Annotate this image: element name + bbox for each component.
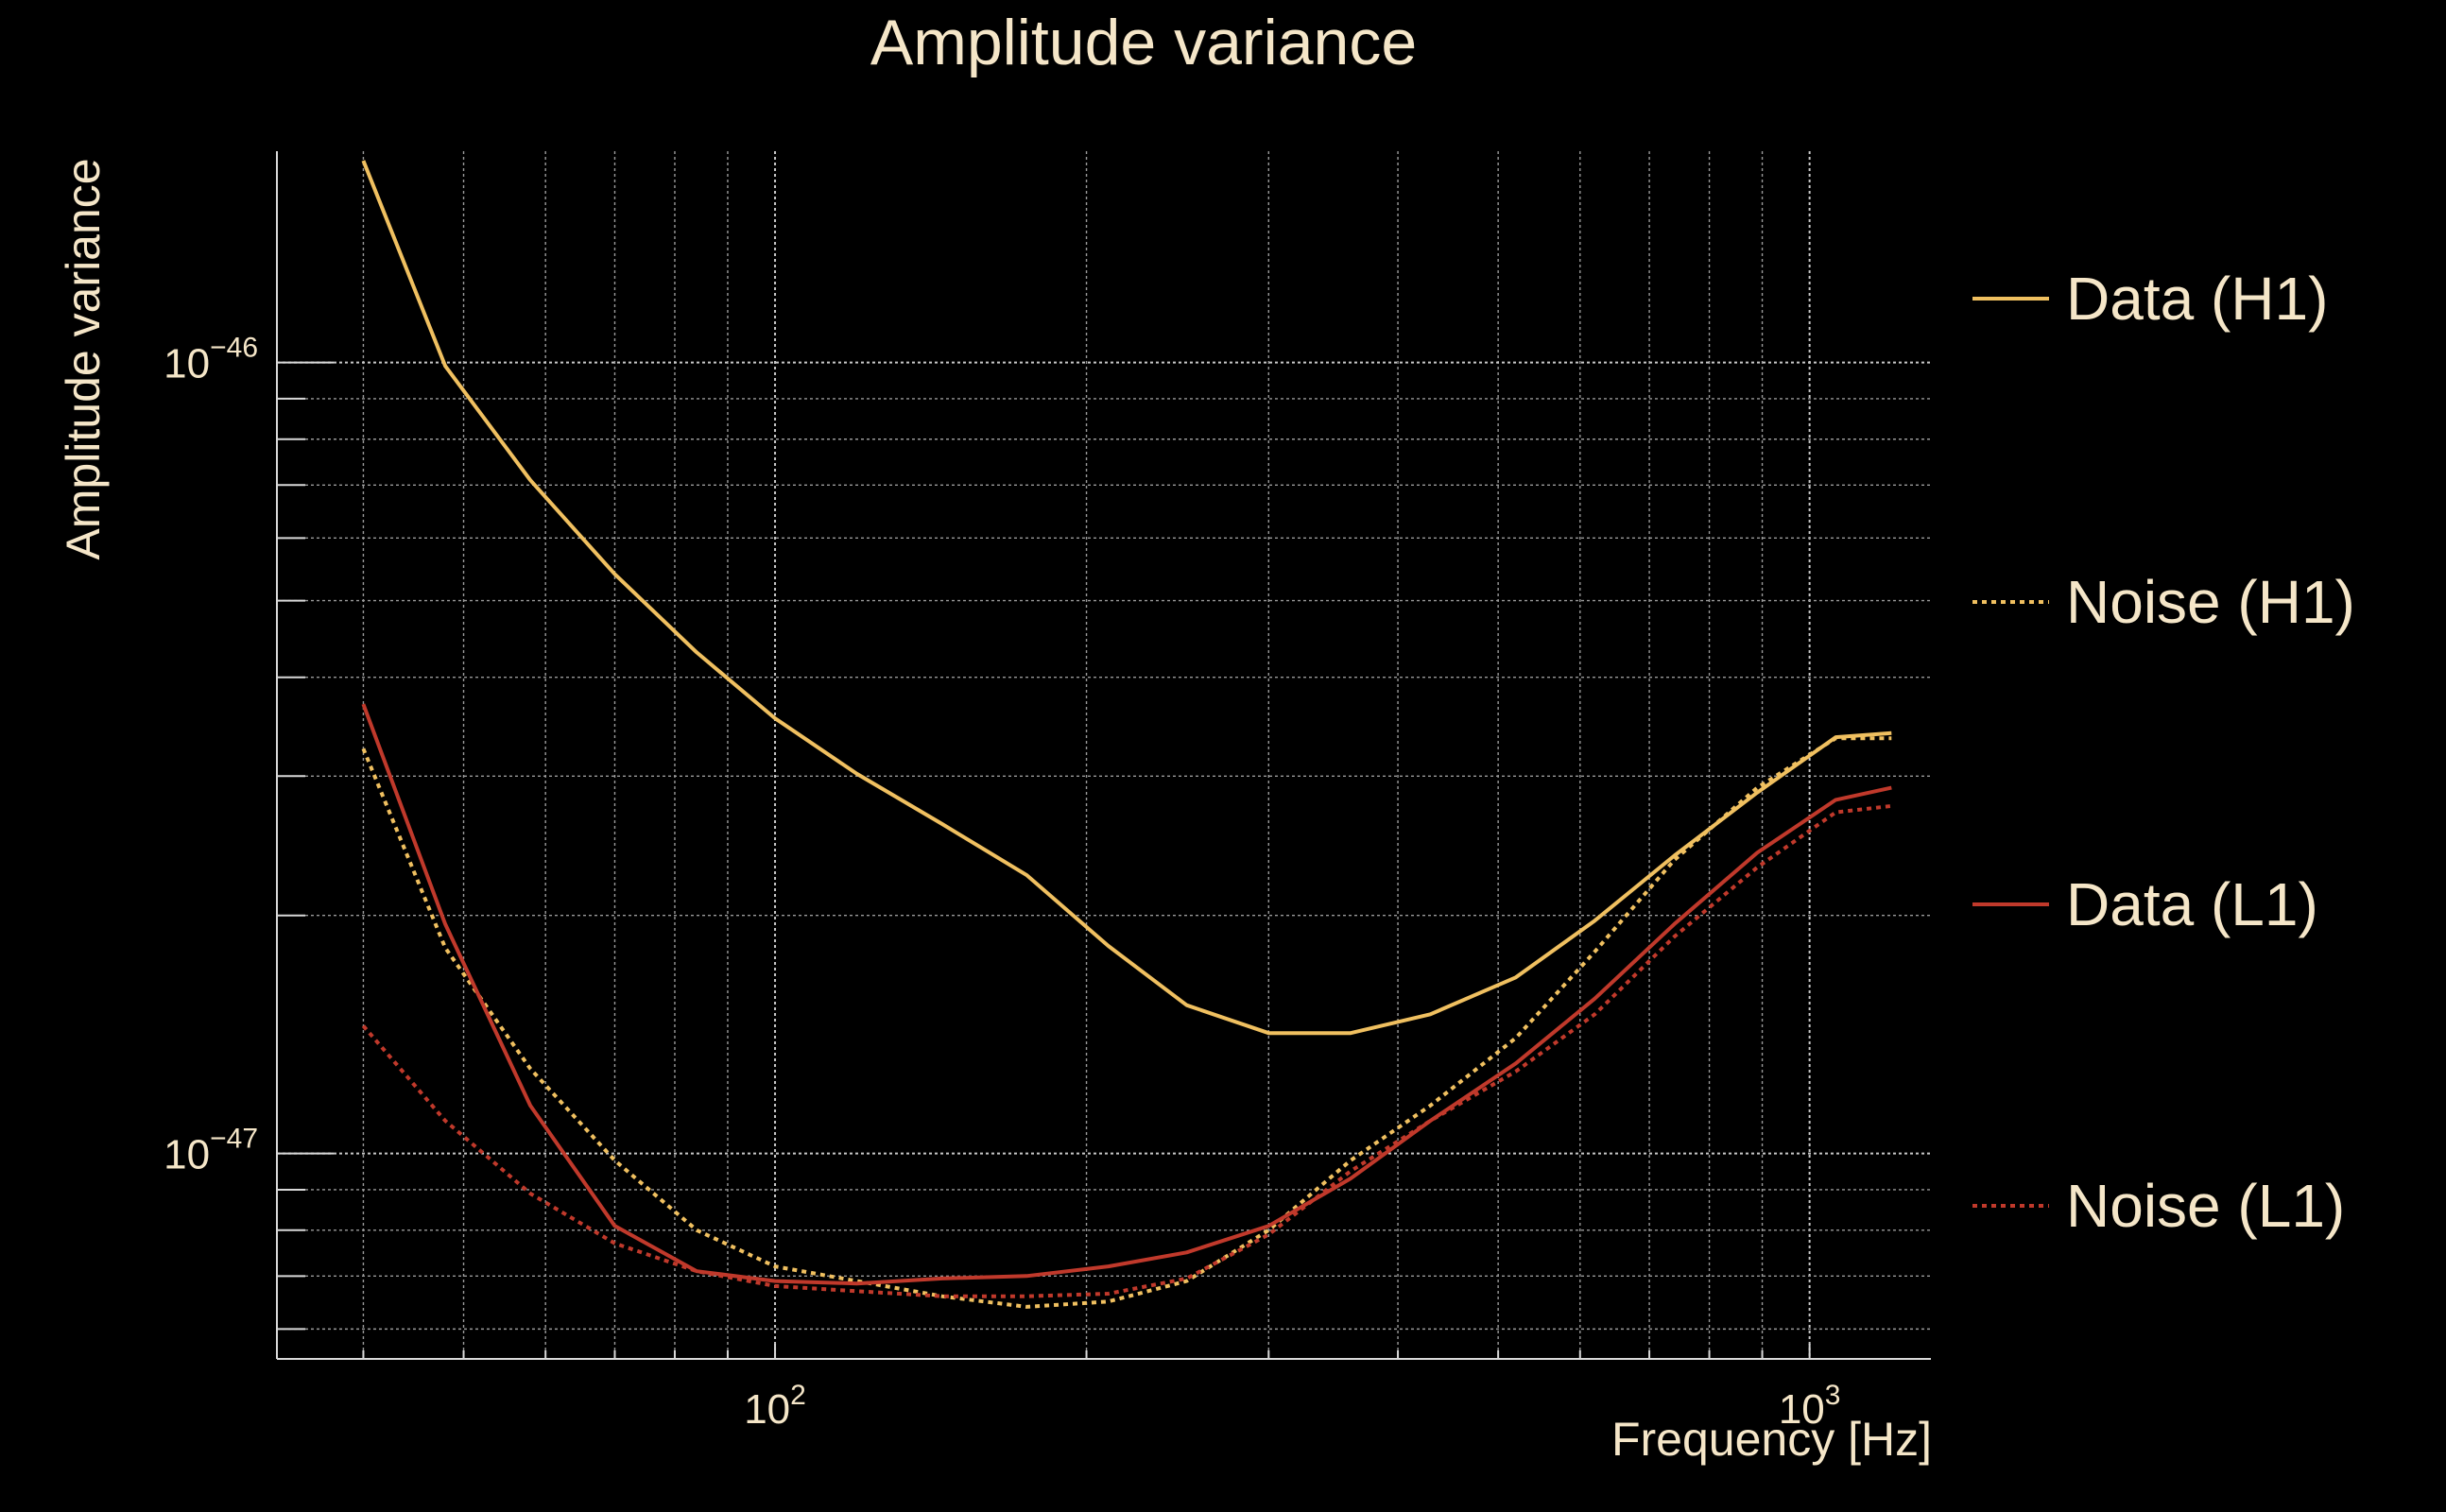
legend-label: Data (H1) [2066, 265, 2328, 333]
x-tick-label-base: 10 [1779, 1386, 1825, 1433]
chart-title: Amplitude variance [870, 7, 1417, 78]
x-axis-label: Frequency [Hz] [1611, 1413, 1932, 1466]
y-tick-label-base: 10 [164, 1132, 210, 1178]
legend-label: Noise (L1) [2066, 1172, 2345, 1240]
x-tick-label: 103 [1779, 1380, 1841, 1433]
y-tick-label-exponent: −47 [210, 1124, 258, 1155]
x-tick-label-base: 10 [744, 1386, 790, 1433]
y-tick-label-base: 10 [164, 341, 210, 387]
series-line-2 [361, 736, 1892, 1309]
series [361, 160, 1892, 1309]
x-tick-label-exponent: 3 [1825, 1380, 1841, 1411]
series-line-4 [361, 803, 1892, 1298]
series-line-3 [361, 703, 1892, 1286]
y-axis-label: Amplitude variance [57, 158, 110, 559]
legend-label: Data (L1) [2066, 870, 2318, 938]
x-tick-label: 102 [744, 1380, 806, 1433]
legend-label: Noise (H1) [2066, 568, 2355, 636]
y-tick-label-exponent: −46 [210, 333, 258, 364]
legend: Data (H1) Noise (H1) Data (L1) Noise (L1) [1972, 265, 2355, 1240]
y-tick-label: 10−47 [164, 1124, 258, 1178]
x-tick-label-exponent: 2 [790, 1380, 806, 1411]
y-tick-label: 10−46 [164, 333, 258, 387]
series-line-1 [361, 160, 1892, 1036]
